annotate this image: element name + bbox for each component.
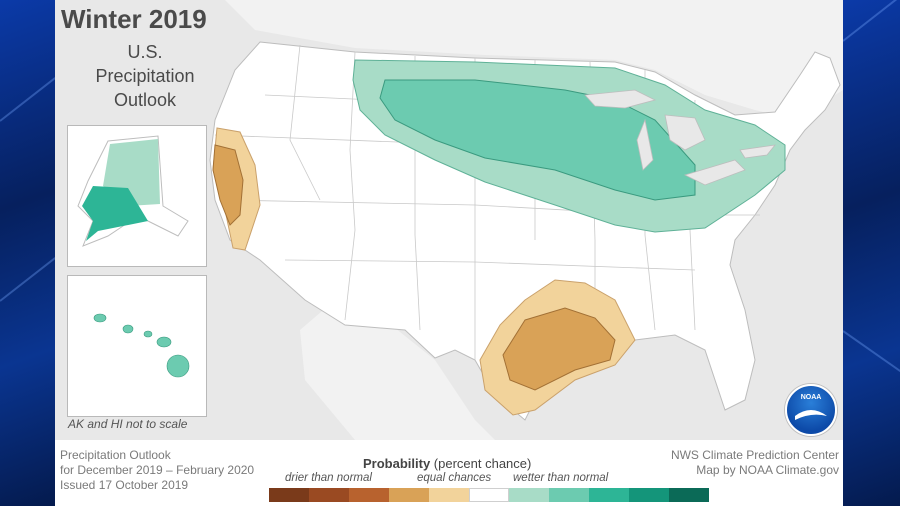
noaa-bird-icon: [795, 410, 827, 420]
footer-left-line: Precipitation Outlook: [60, 448, 171, 462]
mexico-land: [300, 300, 495, 440]
dry-gulf-core: [502, 307, 616, 391]
map-area: Winter 2019 U.S. Precipitation Outlook: [55, 0, 843, 440]
wet-outlook-core: [379, 79, 696, 201]
great-lakes: [584, 89, 776, 186]
hawaii-inset: [67, 275, 207, 417]
legend-swatch: [509, 488, 549, 502]
frame-stripe: [0, 257, 56, 302]
subtitle-line: U.S.: [127, 42, 163, 62]
legend-swatch: [629, 488, 669, 502]
map-title: Winter 2019: [61, 4, 207, 34]
legend-swatch: [469, 488, 509, 502]
subtitle-line: Precipitation: [95, 66, 195, 86]
subtitle-line: Outlook: [113, 90, 177, 110]
legend-label-equal: equal chances: [417, 472, 492, 484]
legend-title: Probability (percent chance): [363, 456, 531, 471]
canada-land: [225, 0, 843, 120]
legend-title-rest: (percent chance): [430, 456, 532, 471]
noaa-logo-text: NOAA: [800, 394, 822, 401]
footer-right: NWS Climate Prediction Center Map by NOA…: [671, 448, 839, 478]
footer-left-line: Issued 17 October 2019: [60, 478, 189, 492]
alaska-map: [77, 135, 189, 247]
hawaii-map: [93, 313, 190, 378]
frame-stripe: [842, 330, 900, 372]
map-subtitle: U.S. Precipitation Outlook: [75, 40, 215, 112]
alaska-inset: [67, 125, 207, 267]
legend-color-bar: [269, 488, 709, 502]
legend-swatch: [549, 488, 589, 502]
legend-label-drier: drier than normal: [285, 472, 372, 484]
footer-right-line: Map by NOAA Climate.gov: [696, 463, 839, 477]
legend-title-bold: Probability: [363, 456, 431, 471]
outlook-panel: Winter 2019 U.S. Precipitation Outlook: [55, 0, 843, 506]
alaska-wet-mid: [82, 186, 148, 241]
legend-swatch: [389, 488, 429, 502]
hawaii-islands: [93, 313, 190, 378]
footer-right-line: NWS Climate Prediction Center: [670, 448, 839, 462]
frame-stripe: [842, 0, 899, 42]
noaa-logo: NOAA: [785, 384, 837, 436]
legend-label-wetter: wetter than normal: [513, 472, 609, 484]
legend-swatch: [309, 488, 349, 502]
tv-frame-left: [0, 0, 56, 506]
legend-swatch: [269, 488, 309, 502]
footer-left-line: for December 2019 – February 2020: [60, 463, 255, 477]
legend-swatch: [349, 488, 389, 502]
us-map: [209, 0, 843, 440]
legend-swatch: [669, 488, 709, 502]
frame-stripe: [0, 77, 56, 122]
footer-left: Precipitation Outlook for December 2019 …: [60, 448, 254, 493]
inset-note: AK and HI not to scale: [68, 417, 188, 431]
legend-swatch: [589, 488, 629, 502]
legend-swatch: [429, 488, 469, 502]
tv-frame-right: [842, 0, 900, 506]
dry-westcoast-core: [212, 144, 244, 226]
